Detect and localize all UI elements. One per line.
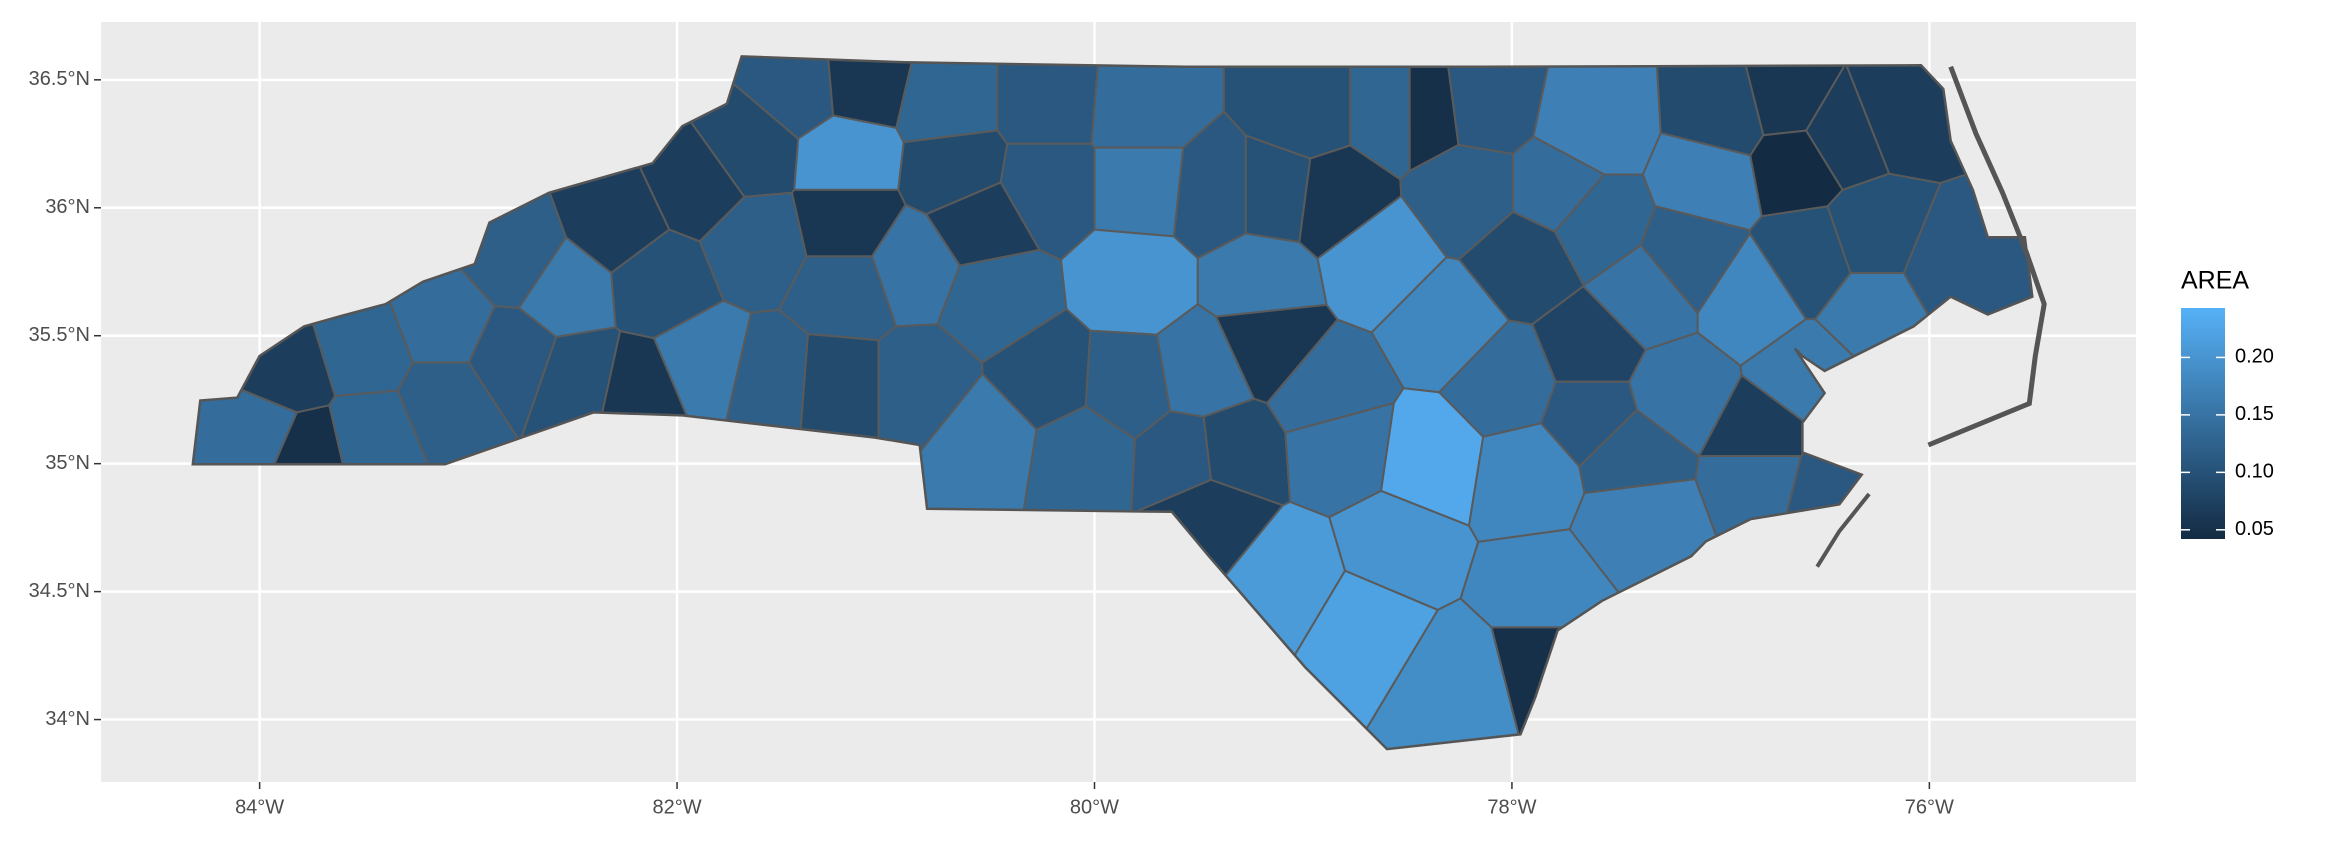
legend-title: AREA bbox=[2181, 267, 2249, 295]
legend-tick-label: 0.15 bbox=[2235, 403, 2274, 425]
y-tick-label: 34°N bbox=[45, 708, 90, 730]
x-tick-label: 84°W bbox=[235, 796, 284, 818]
legend-tick-label: 0.10 bbox=[2235, 461, 2274, 483]
legend: AREA 0.05 0.10 0.15 0.20 bbox=[2181, 267, 2274, 540]
x-tick-label: 78°W bbox=[1487, 796, 1536, 818]
x-tick-label: 82°W bbox=[652, 796, 701, 818]
y-tick-label: 35°N bbox=[45, 452, 90, 474]
barrier-island bbox=[1815, 492, 1871, 568]
legend-tick-label: 0.05 bbox=[2235, 518, 2274, 540]
x-tick-label: 80°W bbox=[1070, 796, 1119, 818]
y-tick-label: 34.5°N bbox=[29, 580, 90, 602]
y-tick-label: 36.5°N bbox=[29, 68, 90, 90]
barrier-island bbox=[1927, 65, 2047, 448]
legend-tick-label: 0.20 bbox=[2235, 346, 2274, 368]
y-tick-label: 36°N bbox=[45, 196, 90, 218]
county bbox=[1093, 146, 1185, 238]
state-outline bbox=[191, 55, 2034, 751]
x-tick-label: 76°W bbox=[1905, 796, 1954, 818]
legend-colorbar bbox=[2181, 308, 2225, 539]
axes: 84°W 82°W 80°W 78°W 76°W 34°N 34.5°N 35°N 35.5°N… bbox=[29, 68, 1954, 818]
y-tick-label: 35.5°N bbox=[29, 324, 90, 346]
outline bbox=[191, 55, 2047, 751]
